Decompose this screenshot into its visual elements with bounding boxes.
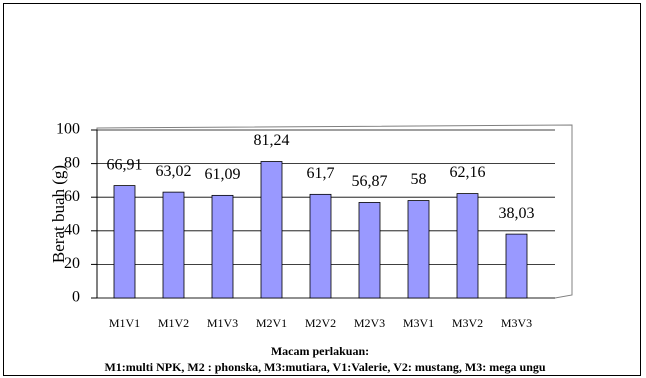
value-label: 61,7 (307, 165, 335, 182)
note: M1:multi NPK, M2 : phonska, M3:mutiara, … (104, 360, 545, 374)
value-label: 58 (411, 171, 427, 188)
y-tick-label: 0 (72, 289, 80, 306)
value-label: 38,03 (499, 205, 535, 222)
bar (456, 193, 479, 299)
value-label: 61,09 (205, 166, 241, 183)
x-tick-label: M1V3 (207, 316, 238, 330)
y-tick-label: 20 (64, 255, 80, 272)
y-tick-label: 40 (64, 221, 80, 238)
value-label: 66,91 (107, 156, 143, 173)
x-tick-label: M1V1 (109, 316, 140, 330)
y-tick-label: 100 (56, 121, 80, 138)
x-tick-label: M2V2 (305, 316, 336, 330)
bar (162, 191, 185, 299)
value-label: 63,02 (156, 163, 192, 180)
value-label: 62,16 (450, 164, 486, 181)
x-tick-label: M3V3 (501, 316, 532, 330)
bar (211, 194, 234, 299)
x-tick-label: M1V2 (158, 316, 189, 330)
x-tick-label: M2V1 (256, 316, 287, 330)
y-axis-label: Berat buah (g) (49, 165, 68, 263)
x-tick-label: M3V2 (452, 316, 483, 330)
y-tick-label: 80 (64, 154, 80, 171)
bar (505, 233, 528, 299)
x-tick-label: M2V3 (354, 316, 385, 330)
x-axis-label: Macam perlakuan: (271, 344, 369, 358)
value-label: 56,87 (352, 173, 388, 190)
bar (358, 202, 381, 299)
y-tick-label: 60 (64, 188, 80, 205)
bar (113, 185, 136, 299)
bar (407, 200, 430, 299)
x-tick-label: M3V1 (403, 316, 434, 330)
value-label: 81,24 (254, 132, 290, 149)
bar (309, 193, 332, 299)
bar (260, 161, 283, 299)
